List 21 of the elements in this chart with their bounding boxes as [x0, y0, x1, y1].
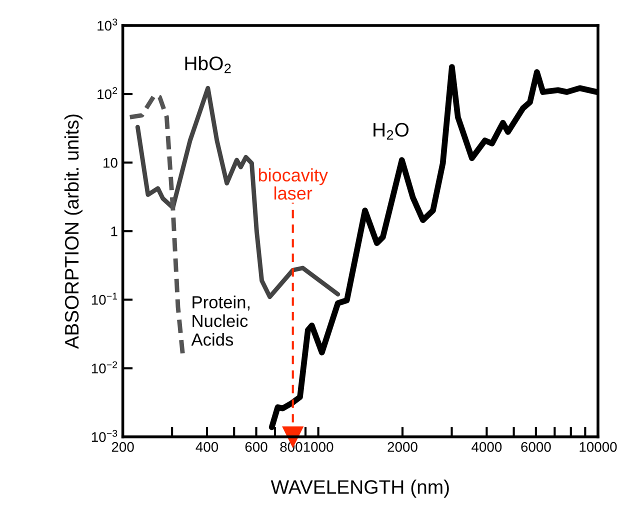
x-axis-title: WAVELENGTH (nm) — [270, 480, 449, 498]
x-tick-label: 10000 — [580, 442, 617, 452]
x-tick-label: 1000 — [304, 442, 334, 452]
y-tick-label: 10$^{−3}$ — [92, 430, 118, 442]
x-tick-label: 4000 — [472, 442, 502, 452]
y-tick-label: 10$^{3}$ — [98, 18, 118, 31]
y-tick-label: 1 — [111, 226, 118, 236]
x-tick-label: 600 — [245, 442, 268, 452]
y-tick-label: 10$^{−1}$ — [92, 292, 118, 305]
x-tick-label: 200 — [112, 442, 134, 452]
annotation: Protein, Nucleic Acids — [191, 296, 250, 346]
x-tick-label: 6000 — [521, 442, 551, 452]
y-axis-title: ABSORPTION (arbit. units) — [64, 114, 83, 349]
annotation: HbO$_{2}$ — [185, 56, 231, 74]
y-tick-label: 10$^{2}$ — [98, 87, 118, 100]
y-tick-label: 10$^{−2}$ — [92, 361, 118, 374]
x-tick-label: 400 — [196, 442, 218, 452]
y-tick-label: 10 — [104, 158, 118, 168]
ref-line-label: biocavity laser — [258, 168, 328, 200]
x-tick-label: 2000 — [388, 442, 418, 452]
annotation: H$_{2}$O — [374, 122, 409, 140]
